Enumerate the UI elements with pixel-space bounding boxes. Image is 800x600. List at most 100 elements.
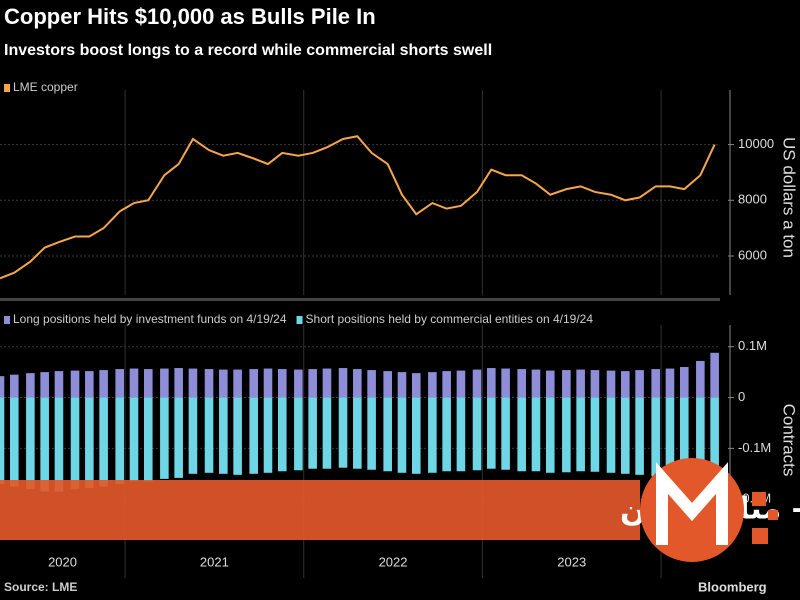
bar (322, 368, 332, 398)
bar (621, 371, 630, 398)
bar (428, 397, 437, 473)
bar (85, 397, 94, 489)
bar (204, 397, 214, 473)
bar (54, 371, 64, 398)
bar (679, 367, 689, 398)
bar (308, 369, 317, 398)
bar (456, 370, 466, 398)
bar (576, 397, 585, 472)
y-tick-label: 6000 (738, 247, 767, 262)
chart-title: Copper Hits $10,000 as Bulls Pile In (4, 4, 376, 29)
bar (338, 368, 348, 398)
logo-square (752, 528, 768, 544)
bar (531, 397, 541, 472)
bar (679, 397, 689, 484)
bar (277, 397, 287, 472)
bar (0, 397, 5, 484)
bar (442, 371, 451, 398)
bar (576, 369, 585, 398)
legend-swatch (4, 84, 10, 92)
bar (99, 397, 108, 487)
source: Source: LME (4, 580, 77, 594)
x-tick-label: 2020 (48, 554, 77, 569)
x-tick-label: 2023 (557, 554, 586, 569)
bar (249, 397, 258, 474)
bar (501, 397, 510, 470)
bar (367, 370, 376, 398)
bar (606, 370, 616, 398)
bar (411, 373, 421, 398)
bar (0, 376, 5, 398)
bar (322, 397, 332, 469)
bar (204, 369, 214, 398)
bar (188, 368, 198, 398)
bar (160, 368, 169, 398)
bar (263, 368, 273, 398)
bar (144, 369, 153, 398)
y-tick-label: 0 (738, 389, 745, 404)
bar (160, 397, 169, 479)
legend-label: Short positions held by commercial entit… (306, 312, 594, 326)
bar (501, 368, 510, 398)
bar (531, 369, 541, 398)
bar (115, 397, 124, 484)
y-axis-label: Contracts (780, 404, 799, 477)
bar (696, 397, 705, 495)
bar (40, 397, 49, 492)
y-tick-label: -0.1M (738, 440, 771, 455)
bar (129, 397, 139, 482)
legend-swatch (296, 316, 303, 324)
y-tick-label: 8000 (738, 192, 767, 207)
bar (233, 397, 242, 475)
bar (263, 397, 273, 473)
bar (174, 368, 183, 398)
bar (590, 370, 600, 398)
chart-subtitle: Investors boost longs to a record while … (4, 42, 492, 59)
bar (219, 369, 228, 398)
bar (562, 397, 571, 473)
bar (397, 397, 407, 473)
bar (606, 397, 616, 473)
bar (651, 369, 660, 398)
bar (294, 397, 303, 471)
bar (26, 397, 35, 490)
bar (635, 397, 644, 475)
bar (277, 369, 287, 398)
bar (710, 397, 719, 505)
bar (635, 370, 644, 398)
y-axis-label: US dollars a ton (780, 137, 799, 258)
bar (696, 360, 705, 398)
bar (338, 397, 348, 468)
bar (517, 397, 526, 472)
bar (174, 397, 183, 478)
bar (651, 397, 660, 477)
bar (188, 397, 198, 474)
bar (383, 397, 392, 472)
bar (383, 371, 392, 398)
bar (70, 397, 80, 490)
bar (233, 369, 242, 398)
bar (115, 369, 124, 398)
legend-swatch (4, 316, 10, 324)
bar (308, 397, 317, 469)
y-tick-label: 0.1M (738, 338, 767, 353)
bar (590, 397, 600, 472)
bar (144, 397, 153, 482)
bar (545, 397, 555, 473)
bar (562, 370, 571, 398)
bar (85, 371, 94, 398)
bar (487, 368, 496, 398)
bar (70, 370, 80, 398)
bar (26, 373, 35, 398)
bar (353, 369, 362, 398)
bar (40, 372, 49, 398)
bar (545, 370, 555, 398)
logo-square (768, 510, 778, 520)
bar (219, 397, 228, 474)
bar (294, 369, 303, 398)
bar (710, 352, 719, 398)
bar (353, 397, 362, 469)
bar (10, 397, 19, 487)
bar (397, 372, 407, 398)
